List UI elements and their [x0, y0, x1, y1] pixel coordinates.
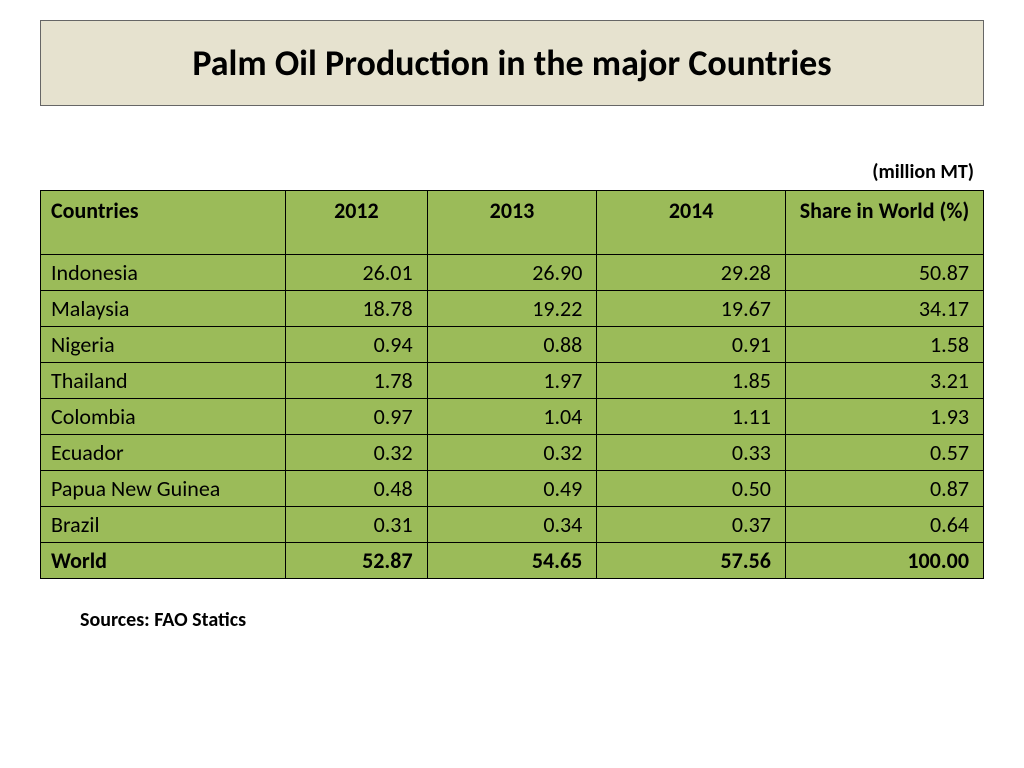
table-cell: 1.85 [597, 363, 786, 399]
table-cell: 50.87 [785, 255, 983, 291]
title-box: Palm Oil Production in the major Countri… [40, 20, 984, 106]
table-cell: 19.22 [427, 291, 597, 327]
table-cell: World [41, 543, 286, 579]
table-cell: 1.58 [785, 327, 983, 363]
table-cell: 0.87 [785, 471, 983, 507]
table-cell: 52.87 [286, 543, 427, 579]
table-row: Nigeria0.940.880.911.58 [41, 327, 984, 363]
table-cell: 54.65 [427, 543, 597, 579]
table-cell: 0.37 [597, 507, 786, 543]
table-cell: 19.67 [597, 291, 786, 327]
table-cell: 0.49 [427, 471, 597, 507]
table-cell: 0.32 [427, 435, 597, 471]
table-cell: 0.31 [286, 507, 427, 543]
table-cell: 0.97 [286, 399, 427, 435]
table-header-cell: 2012 [286, 191, 427, 255]
table-header-cell: Countries [41, 191, 286, 255]
table-row: Malaysia18.7819.2219.6734.17 [41, 291, 984, 327]
table-cell: 26.01 [286, 255, 427, 291]
unit-label: (million MT) [872, 160, 974, 184]
table-row: Indonesia26.0126.9029.2850.87 [41, 255, 984, 291]
table-cell: 1.78 [286, 363, 427, 399]
table-cell: 0.33 [597, 435, 786, 471]
table-cell: Ecuador [41, 435, 286, 471]
table-cell: Thailand [41, 363, 286, 399]
table-row: World52.8754.6557.56100.00 [41, 543, 984, 579]
table-cell: 0.32 [286, 435, 427, 471]
table-cell: 18.78 [286, 291, 427, 327]
table-cell: 26.90 [427, 255, 597, 291]
table-cell: 57.56 [597, 543, 786, 579]
table-cell: 0.64 [785, 507, 983, 543]
table-cell: Colombia [41, 399, 286, 435]
table-cell: 0.88 [427, 327, 597, 363]
source-label: Sources: FAO Statics [80, 608, 246, 632]
table-cell: 1.11 [597, 399, 786, 435]
table-cell: 1.04 [427, 399, 597, 435]
table-cell: 0.48 [286, 471, 427, 507]
table-cell: 3.21 [785, 363, 983, 399]
table-cell: 29.28 [597, 255, 786, 291]
table-row: Ecuador0.320.320.330.57 [41, 435, 984, 471]
table-cell: 1.93 [785, 399, 983, 435]
table-cell: 0.91 [597, 327, 786, 363]
table-cell: 0.50 [597, 471, 786, 507]
table-header-cell: Share in World (%) [785, 191, 983, 255]
table-cell: 100.00 [785, 543, 983, 579]
table-row: Papua New Guinea0.480.490.500.87 [41, 471, 984, 507]
table-row: Thailand1.781.971.853.21 [41, 363, 984, 399]
table-cell: 34.17 [785, 291, 983, 327]
table-header-cell: 2013 [427, 191, 597, 255]
table-cell: Brazil [41, 507, 286, 543]
page-title: Palm Oil Production in the major Countri… [192, 41, 831, 85]
table-cell: 0.34 [427, 507, 597, 543]
table-row: Colombia0.971.041.111.93 [41, 399, 984, 435]
table-cell: Papua New Guinea [41, 471, 286, 507]
production-table-wrap: Countries201220132014Share in World (%) … [40, 190, 984, 579]
table-cell: Indonesia [41, 255, 286, 291]
table-header-cell: 2014 [597, 191, 786, 255]
table-cell: Nigeria [41, 327, 286, 363]
table-cell: 0.57 [785, 435, 983, 471]
table-cell: Malaysia [41, 291, 286, 327]
production-table: Countries201220132014Share in World (%) … [40, 190, 984, 579]
table-cell: 0.94 [286, 327, 427, 363]
table-header-row: Countries201220132014Share in World (%) [41, 191, 984, 255]
table-cell: 1.97 [427, 363, 597, 399]
table-row: Brazil0.310.340.370.64 [41, 507, 984, 543]
